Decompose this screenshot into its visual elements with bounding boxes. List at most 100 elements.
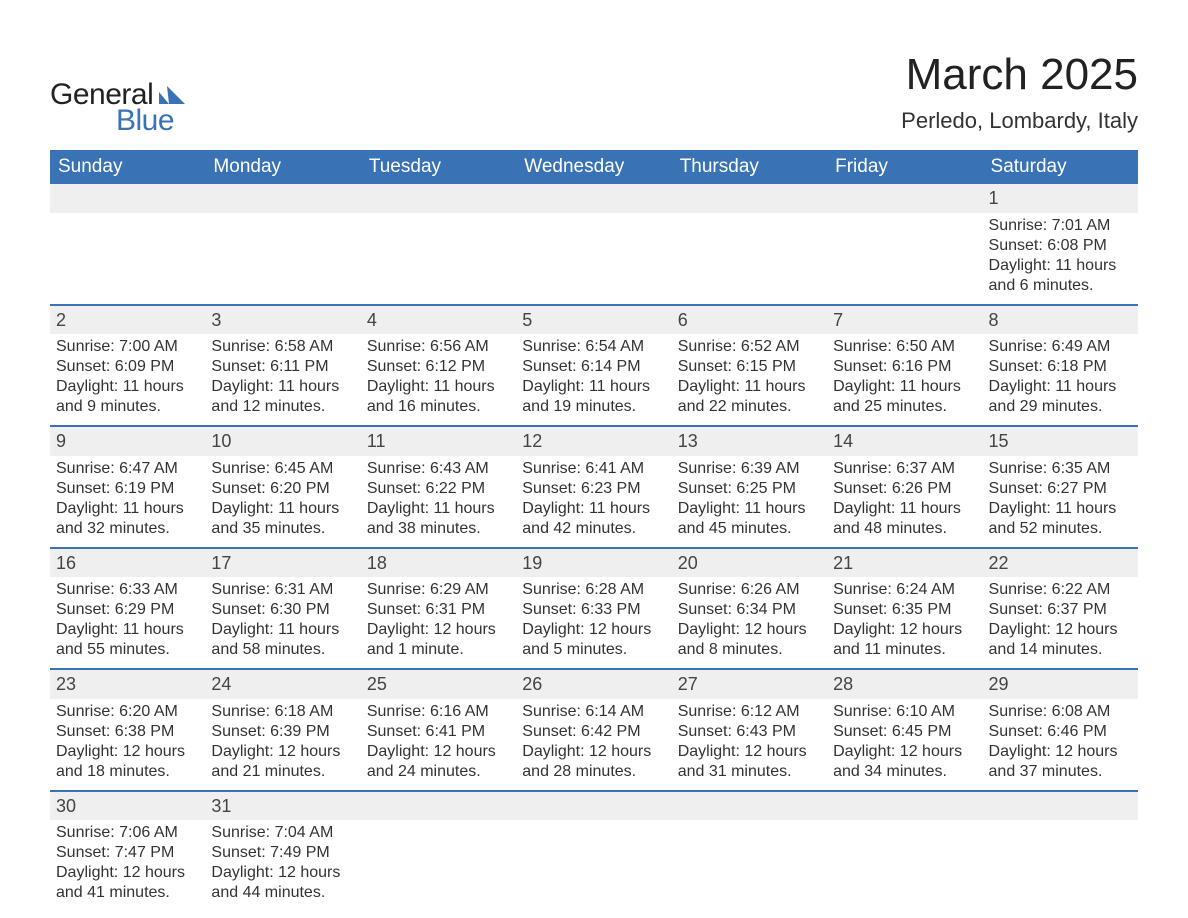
daylight-text: Daylight: 11 hours and 25 minutes. bbox=[833, 377, 976, 417]
sunrise-text: Sunrise: 6:41 AM bbox=[522, 459, 665, 479]
day-number-cell bbox=[50, 184, 205, 213]
daylight-text: Daylight: 11 hours and 48 minutes. bbox=[833, 499, 976, 539]
day-number-cell: 10 bbox=[205, 426, 360, 456]
sunset-text: Sunset: 6:19 PM bbox=[56, 479, 199, 499]
sunrise-text: Sunrise: 6:14 AM bbox=[522, 702, 665, 722]
logo: General Blue bbox=[50, 78, 185, 138]
day-detail-cell bbox=[672, 820, 827, 911]
daylight-text: Daylight: 12 hours and 37 minutes. bbox=[989, 742, 1132, 782]
sunrise-text: Sunrise: 6:54 AM bbox=[522, 337, 665, 357]
daylight-text: Daylight: 12 hours and 44 minutes. bbox=[211, 863, 354, 903]
sunset-text: Sunset: 6:11 PM bbox=[211, 357, 354, 377]
weekday-header: Wednesday bbox=[516, 150, 671, 184]
sunrise-text: Sunrise: 7:00 AM bbox=[56, 337, 199, 357]
sunrise-text: Sunrise: 6:35 AM bbox=[989, 459, 1132, 479]
day-number-cell: 14 bbox=[827, 426, 982, 456]
sunset-text: Sunset: 6:46 PM bbox=[989, 722, 1132, 742]
daylight-text: Daylight: 11 hours and 55 minutes. bbox=[56, 620, 199, 660]
day-number-cell: 26 bbox=[516, 669, 671, 699]
weekday-header: Sunday bbox=[50, 150, 205, 184]
day-number-cell: 19 bbox=[516, 548, 671, 578]
week-detail-row: Sunrise: 7:01 AMSunset: 6:08 PMDaylight:… bbox=[50, 213, 1138, 305]
day-detail-cell: Sunrise: 6:47 AMSunset: 6:19 PMDaylight:… bbox=[50, 456, 205, 548]
sunset-text: Sunset: 6:39 PM bbox=[211, 722, 354, 742]
day-detail-cell bbox=[361, 213, 516, 305]
weekday-header-row: Sunday Monday Tuesday Wednesday Thursday… bbox=[50, 150, 1138, 184]
sunrise-text: Sunrise: 6:50 AM bbox=[833, 337, 976, 357]
day-detail-cell: Sunrise: 6:16 AMSunset: 6:41 PMDaylight:… bbox=[361, 699, 516, 791]
day-number-cell bbox=[516, 791, 671, 821]
sunset-text: Sunset: 6:43 PM bbox=[678, 722, 821, 742]
day-number-cell bbox=[983, 791, 1138, 821]
day-detail-cell: Sunrise: 7:01 AMSunset: 6:08 PMDaylight:… bbox=[983, 213, 1138, 305]
sunset-text: Sunset: 7:47 PM bbox=[56, 843, 199, 863]
day-detail-cell: Sunrise: 6:43 AMSunset: 6:22 PMDaylight:… bbox=[361, 456, 516, 548]
daylight-text: Daylight: 11 hours and 42 minutes. bbox=[522, 499, 665, 539]
sunset-text: Sunset: 7:49 PM bbox=[211, 843, 354, 863]
day-detail-cell: Sunrise: 6:24 AMSunset: 6:35 PMDaylight:… bbox=[827, 577, 982, 669]
sunrise-text: Sunrise: 6:52 AM bbox=[678, 337, 821, 357]
day-number-cell: 16 bbox=[50, 548, 205, 578]
daylight-text: Daylight: 11 hours and 22 minutes. bbox=[678, 377, 821, 417]
sunset-text: Sunset: 6:26 PM bbox=[833, 479, 976, 499]
sunrise-text: Sunrise: 6:58 AM bbox=[211, 337, 354, 357]
daylight-text: Daylight: 12 hours and 34 minutes. bbox=[833, 742, 976, 782]
daylight-text: Daylight: 12 hours and 41 minutes. bbox=[56, 863, 199, 903]
daylight-text: Daylight: 11 hours and 35 minutes. bbox=[211, 499, 354, 539]
day-number-cell: 13 bbox=[672, 426, 827, 456]
day-number-cell: 11 bbox=[361, 426, 516, 456]
week-daynum-row: 2345678 bbox=[50, 305, 1138, 335]
day-detail-cell: Sunrise: 6:14 AMSunset: 6:42 PMDaylight:… bbox=[516, 699, 671, 791]
sunset-text: Sunset: 6:15 PM bbox=[678, 357, 821, 377]
day-number-cell: 29 bbox=[983, 669, 1138, 699]
day-detail-cell: Sunrise: 6:20 AMSunset: 6:38 PMDaylight:… bbox=[50, 699, 205, 791]
page-title: March 2025 bbox=[901, 50, 1138, 100]
day-number-cell: 15 bbox=[983, 426, 1138, 456]
weekday-header: Thursday bbox=[672, 150, 827, 184]
sunrise-text: Sunrise: 6:08 AM bbox=[989, 702, 1132, 722]
daylight-text: Daylight: 12 hours and 1 minute. bbox=[367, 620, 510, 660]
calendar-table: Sunday Monday Tuesday Wednesday Thursday… bbox=[50, 150, 1138, 911]
sunrise-text: Sunrise: 6:12 AM bbox=[678, 702, 821, 722]
sunset-text: Sunset: 6:27 PM bbox=[989, 479, 1132, 499]
logo-flag-icon bbox=[159, 86, 185, 104]
sunset-text: Sunset: 6:12 PM bbox=[367, 357, 510, 377]
sunrise-text: Sunrise: 6:20 AM bbox=[56, 702, 199, 722]
day-number-cell: 1 bbox=[983, 184, 1138, 213]
day-detail-cell: Sunrise: 6:08 AMSunset: 6:46 PMDaylight:… bbox=[983, 699, 1138, 791]
sunrise-text: Sunrise: 6:29 AM bbox=[367, 580, 510, 600]
day-number-cell: 22 bbox=[983, 548, 1138, 578]
daylight-text: Daylight: 12 hours and 24 minutes. bbox=[367, 742, 510, 782]
daylight-text: Daylight: 12 hours and 5 minutes. bbox=[522, 620, 665, 660]
day-detail-cell: Sunrise: 6:12 AMSunset: 6:43 PMDaylight:… bbox=[672, 699, 827, 791]
title-block: March 2025 Perledo, Lombardy, Italy bbox=[901, 50, 1138, 134]
day-number-cell: 6 bbox=[672, 305, 827, 335]
day-detail-cell: Sunrise: 6:35 AMSunset: 6:27 PMDaylight:… bbox=[983, 456, 1138, 548]
day-detail-cell: Sunrise: 7:04 AMSunset: 7:49 PMDaylight:… bbox=[205, 820, 360, 911]
weekday-header: Friday bbox=[827, 150, 982, 184]
daylight-text: Daylight: 11 hours and 12 minutes. bbox=[211, 377, 354, 417]
day-number-cell: 28 bbox=[827, 669, 982, 699]
location-subtitle: Perledo, Lombardy, Italy bbox=[901, 108, 1138, 134]
day-number-cell: 30 bbox=[50, 791, 205, 821]
week-daynum-row: 1 bbox=[50, 184, 1138, 213]
daylight-text: Daylight: 11 hours and 45 minutes. bbox=[678, 499, 821, 539]
daylight-text: Daylight: 11 hours and 16 minutes. bbox=[367, 377, 510, 417]
weekday-header: Monday bbox=[205, 150, 360, 184]
sunrise-text: Sunrise: 6:16 AM bbox=[367, 702, 510, 722]
day-number-cell: 5 bbox=[516, 305, 671, 335]
day-detail-cell: Sunrise: 6:58 AMSunset: 6:11 PMDaylight:… bbox=[205, 334, 360, 426]
daylight-text: Daylight: 11 hours and 38 minutes. bbox=[367, 499, 510, 539]
day-detail-cell: Sunrise: 6:41 AMSunset: 6:23 PMDaylight:… bbox=[516, 456, 671, 548]
daylight-text: Daylight: 11 hours and 6 minutes. bbox=[989, 256, 1132, 296]
day-detail-cell bbox=[361, 820, 516, 911]
week-detail-row: Sunrise: 7:06 AMSunset: 7:47 PMDaylight:… bbox=[50, 820, 1138, 911]
week-detail-row: Sunrise: 6:47 AMSunset: 6:19 PMDaylight:… bbox=[50, 456, 1138, 548]
sunset-text: Sunset: 6:09 PM bbox=[56, 357, 199, 377]
day-number-cell: 21 bbox=[827, 548, 982, 578]
daylight-text: Daylight: 11 hours and 29 minutes. bbox=[989, 377, 1132, 417]
week-daynum-row: 9101112131415 bbox=[50, 426, 1138, 456]
sunset-text: Sunset: 6:35 PM bbox=[833, 600, 976, 620]
sunrise-text: Sunrise: 6:18 AM bbox=[211, 702, 354, 722]
sunset-text: Sunset: 6:22 PM bbox=[367, 479, 510, 499]
